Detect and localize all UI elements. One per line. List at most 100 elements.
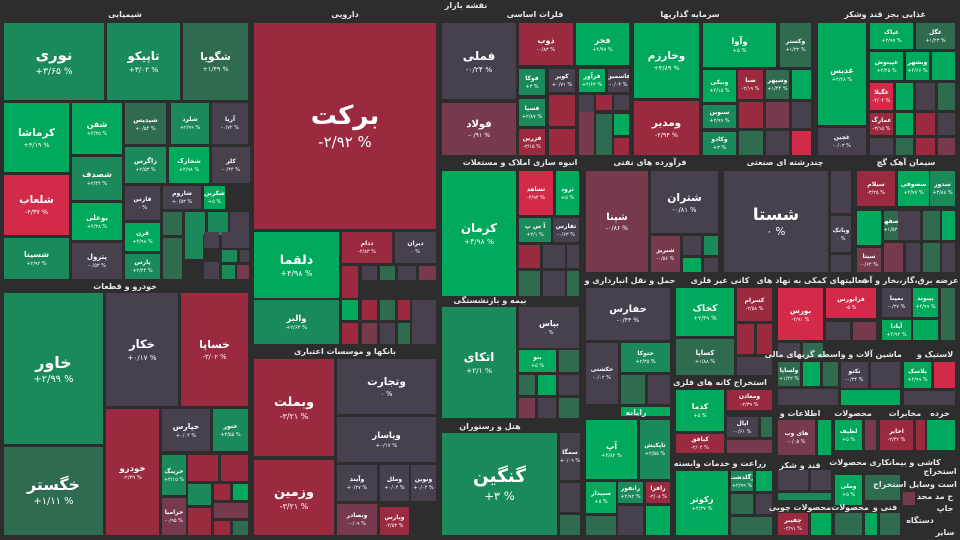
stock-tile-small[interactable] [884, 243, 903, 272]
stock-tile-small[interactable] [823, 362, 838, 386]
stock-tile[interactable]: حفارس -۰/۴۳ % [586, 288, 670, 340]
stock-tile-small[interactable] [163, 238, 182, 279]
stock-tile[interactable]: خرینگ +۳/۱۵ % [162, 455, 186, 495]
stock-tile-small[interactable] [559, 375, 579, 395]
stock-tile[interactable]: پلاسک +۴/۹۹ % [904, 362, 931, 388]
stock-tile[interactable]: شپنا -۰/۸۶ % [586, 171, 648, 272]
stock-tile-small[interactable] [737, 357, 772, 375]
stock-tile-small[interactable] [559, 398, 579, 418]
stock-tile-small[interactable] [871, 362, 900, 388]
stock-tile[interactable]: دلقما +۴/۹۸ % [254, 232, 339, 298]
stock-tile[interactable]: بپاس ۰ % [519, 307, 579, 348]
stock-tile-small[interactable] [188, 484, 211, 505]
stock-tile-small[interactable] [596, 114, 612, 155]
stock-tile-small[interactable] [857, 211, 881, 245]
stock-tile[interactable]: آ س پ +۳/۱ % [519, 218, 551, 242]
stock-tile-small[interactable] [204, 232, 219, 248]
stock-tile[interactable]: شاروم +۰/۵۳ % [163, 186, 201, 209]
stock-tile[interactable]: شفن +۴/۳۵ % [72, 103, 122, 154]
stock-tile[interactable]: شصدف +۲/۴۴ % [72, 157, 122, 200]
stock-tile-small[interactable] [398, 323, 410, 344]
stock-tile[interactable]: کرمان +۴/۹۸ % [442, 171, 516, 296]
stock-tile-small[interactable] [543, 245, 565, 268]
stock-tile-small[interactable] [831, 171, 851, 213]
stock-tile-small[interactable] [896, 113, 913, 135]
stock-tile[interactable]: بنو +۵ % [519, 350, 556, 372]
stock-tile-small[interactable] [870, 138, 893, 155]
stock-tile-small[interactable] [916, 420, 925, 450]
stock-tile-small[interactable] [519, 375, 535, 395]
stock-tile-small[interactable] [803, 362, 820, 386]
stock-tile-small[interactable] [792, 102, 811, 128]
stock-tile[interactable]: وزمین -۳/۲۱ % [254, 460, 334, 535]
stock-tile-small[interactable] [938, 83, 955, 110]
stock-tile[interactable]: خساپا -۳/۰۲ % [181, 293, 248, 406]
stock-tile[interactable]: نوری +۳/۶۵ % [4, 23, 104, 100]
stock-tile[interactable]: کویر +۰/۷۱ % [549, 69, 575, 92]
stock-tile[interactable]: تاپیکو +۳/۰۲ % [107, 23, 180, 100]
stock-tile-small[interactable] [916, 113, 935, 135]
stock-tile-small[interactable] [811, 513, 831, 535]
stock-tile[interactable]: شتران -۰/۸۱ % [651, 171, 718, 233]
stock-tile-small[interactable] [398, 300, 410, 320]
stock-tile-small[interactable] [932, 52, 955, 80]
stock-tile[interactable]: شستا ۰ % [724, 171, 828, 272]
stock-tile-small[interactable] [519, 398, 535, 418]
stock-tile[interactable]: تکنو -۰/۳۴ % [841, 362, 868, 388]
stock-tile[interactable]: بپیوند +۴/۹۹ % [913, 288, 938, 317]
stock-tile-small[interactable] [803, 343, 823, 358]
stock-tile-small[interactable] [519, 245, 540, 268]
stock-tile[interactable]: ولساپا +۱/۲۲ % [778, 362, 800, 386]
stock-tile-small[interactable] [792, 131, 811, 155]
stock-tile[interactable]: فولاد -۰/۹۱ % [442, 103, 516, 155]
stock-tile[interactable]: وبصادر -۰/۰۹ % [337, 504, 377, 535]
stock-tile-small[interactable] [646, 506, 670, 535]
stock-tile-small[interactable] [549, 95, 575, 126]
stock-tile[interactable]: پترول -۰/۵۳ % [72, 243, 122, 279]
stock-tile-small[interactable] [214, 484, 230, 500]
stock-tile-small[interactable] [221, 455, 248, 481]
stock-tile-small[interactable] [230, 212, 249, 235]
stock-tile[interactable]: زاگرس +۲/۵۳ % [125, 147, 166, 183]
stock-tile-small[interactable] [683, 236, 701, 255]
stock-tile[interactable]: زگلدشت +۲/۹۹ % [731, 471, 753, 491]
stock-tile-small[interactable] [896, 83, 913, 110]
stock-tile-small[interactable] [727, 440, 772, 453]
stock-tile-small[interactable] [903, 492, 915, 505]
stock-tile[interactable]: فملی -۰/۲۴ % [442, 23, 516, 99]
stock-tile[interactable]: فرابورس -۵ % [826, 288, 876, 318]
stock-tile-small[interactable] [778, 343, 800, 358]
stock-tile-small[interactable] [188, 508, 211, 535]
stock-tile-small[interactable] [214, 503, 248, 518]
stock-tile[interactable]: غگیلا -۴/۰۴ % [870, 83, 893, 110]
stock-tile-small[interactable] [938, 113, 955, 135]
stock-tile-small[interactable] [204, 262, 219, 279]
stock-tile-small[interactable] [941, 288, 955, 340]
stock-tile[interactable]: وکستر +۱/۳۲ % [780, 23, 811, 67]
stock-tile-small[interactable] [913, 320, 938, 340]
stock-tile[interactable]: ددام -۲/۸۳ % [342, 232, 392, 263]
stock-tile-small[interactable] [865, 420, 876, 450]
stock-tile-small[interactable] [543, 271, 565, 296]
stock-tile-small[interactable] [761, 417, 772, 437]
stock-tile[interactable]: غچین -۰/۰۳ % [818, 128, 866, 155]
stock-tile[interactable]: کدما +۵ % [676, 390, 724, 431]
stock-tile-small[interactable] [766, 131, 789, 155]
stock-tile[interactable]: ذوب -۰/۸۳ % [519, 23, 573, 65]
stock-tile[interactable]: آپ +۴/۸۲ % [586, 420, 637, 479]
stock-tile-small[interactable] [756, 471, 772, 491]
stock-tile[interactable]: ونیکی +۴/۱۵ % [703, 70, 736, 102]
stock-tile-small[interactable] [865, 475, 900, 500]
stock-tile[interactable]: وآوا +۵ % [703, 23, 776, 67]
stock-tile[interactable]: آریا -۰/۷۲ % [212, 103, 248, 144]
stock-tile[interactable]: کساپا +۱/۸۸ % [676, 339, 734, 375]
stock-tile[interactable]: سصوفی +۴/۷۷ % [898, 171, 929, 206]
stock-tile-small[interactable] [579, 112, 594, 155]
stock-tile[interactable]: وآیند +۰/۲۷ % [337, 465, 377, 501]
stock-tile[interactable]: غدیس +۴/۲۸ % [818, 23, 866, 125]
stock-tile-small[interactable] [831, 255, 851, 272]
stock-tile-small[interactable] [233, 484, 248, 500]
stock-tile-small[interactable] [898, 211, 920, 240]
stock-tile-small[interactable] [778, 389, 838, 405]
stock-tile[interactable]: والبر +۲/۶۴ % [254, 300, 339, 344]
